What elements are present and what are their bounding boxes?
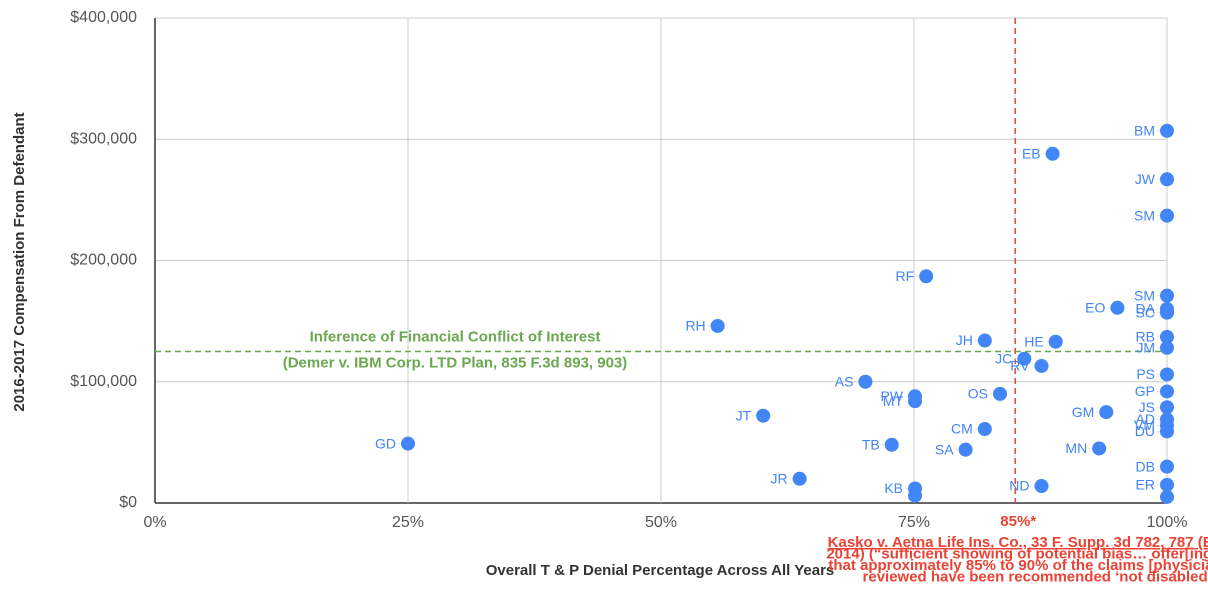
point-label: RF <box>895 268 914 284</box>
point <box>1110 300 1125 315</box>
footnote: Kasko v. Aetna Life Ins. Co., 33 F. Supp… <box>828 534 1208 551</box>
point <box>1160 424 1174 439</box>
y-tick-label: $100,000 <box>70 373 137 390</box>
point <box>1160 208 1174 223</box>
point <box>1099 405 1114 420</box>
y-tick-label: $200,000 <box>70 252 137 269</box>
point <box>977 422 992 437</box>
y-tick-label: $400,000 <box>70 9 137 26</box>
point <box>1160 340 1174 355</box>
point-label: JC <box>995 350 1012 366</box>
point <box>908 488 923 503</box>
point-label: JW <box>1135 171 1156 187</box>
point-label: GP <box>1135 383 1155 399</box>
point-label: JS <box>1139 399 1155 415</box>
point <box>1034 358 1049 373</box>
x-tick-label: 100% <box>1147 514 1188 531</box>
point <box>710 318 725 333</box>
point <box>792 471 807 486</box>
point <box>1160 305 1174 320</box>
annotation: Inference of Financial Conflict of Inter… <box>310 328 601 345</box>
point <box>1017 351 1032 366</box>
annotation: 85%* <box>1000 513 1036 530</box>
point-label: DU <box>1135 423 1155 439</box>
point-label: BM <box>1134 122 1155 138</box>
x-tick-label: 0% <box>143 514 166 531</box>
point-label: AD <box>1136 411 1155 427</box>
point <box>1160 489 1174 504</box>
annotation: (Demer v. IBM Corp. LTD Plan, 835 F.3d 8… <box>283 354 628 371</box>
point <box>1160 123 1174 138</box>
point-label: SA <box>935 441 954 457</box>
point-label: JT <box>736 407 752 423</box>
point <box>1160 172 1174 187</box>
point <box>1160 477 1174 492</box>
x-tick-label: 75% <box>898 514 930 531</box>
point-label: JM <box>1136 340 1155 356</box>
x-axis-title: Overall T & P Denial Percentage Across A… <box>486 562 835 579</box>
x-tick-label: 25% <box>392 514 424 531</box>
point <box>1045 146 1060 161</box>
point <box>919 269 934 284</box>
point <box>908 394 923 409</box>
point-label: SM <box>1134 287 1155 303</box>
point <box>1160 459 1174 474</box>
point-label: EB <box>1022 146 1041 162</box>
point <box>1092 441 1107 456</box>
point <box>1160 384 1174 399</box>
point-label: SM <box>1134 207 1155 223</box>
footnote: 2014) (“sufficient showing of potential … <box>826 545 1208 562</box>
point-label: AS <box>835 373 854 389</box>
point <box>993 386 1008 401</box>
point-label: RH <box>685 318 705 334</box>
footnote: that approximately 85% to 90% of the cla… <box>828 557 1208 574</box>
point-label: JR <box>771 470 788 486</box>
point <box>858 374 873 389</box>
point-label: CM <box>951 421 973 437</box>
point <box>1160 329 1174 344</box>
point <box>884 437 899 452</box>
y-tick-label: $0 <box>119 494 137 511</box>
y-axis-title: 2016-2017 Compensation From Defendant <box>11 112 28 411</box>
point-label: KB <box>884 480 903 496</box>
point-label: RV <box>1010 358 1030 374</box>
footnote: reviewed have been recommended ‘not disa… <box>863 568 1208 585</box>
y-tick-label: $300,000 <box>70 130 137 147</box>
x-tick-label: 50% <box>645 514 677 531</box>
point-label: SC <box>1136 304 1155 320</box>
point-label: MN <box>1065 440 1087 456</box>
point-label: PW <box>880 388 903 404</box>
point-label: DB <box>1136 458 1155 474</box>
point <box>977 333 992 348</box>
point-label: DA <box>1136 301 1156 317</box>
point <box>1160 400 1174 415</box>
point-label: PS <box>1136 366 1155 382</box>
point-label: ND <box>1009 478 1029 494</box>
point <box>1034 479 1049 494</box>
point-label: EO <box>1085 299 1105 315</box>
point <box>1160 288 1174 303</box>
point-label: OS <box>968 386 988 402</box>
point-label: RB <box>1136 329 1155 345</box>
point-label: GM <box>1072 404 1095 420</box>
point-label: MT <box>883 393 904 409</box>
point-label: JH <box>956 332 973 348</box>
point <box>958 442 973 457</box>
point-label: VM <box>1134 417 1155 433</box>
point-label: HE <box>1024 333 1043 349</box>
point <box>1048 334 1063 349</box>
point <box>756 408 771 423</box>
point <box>1160 367 1174 382</box>
point <box>401 436 415 451</box>
point-label: TB <box>862 437 880 453</box>
point-label: GD <box>375 435 396 451</box>
point-label: ER <box>1136 477 1155 493</box>
